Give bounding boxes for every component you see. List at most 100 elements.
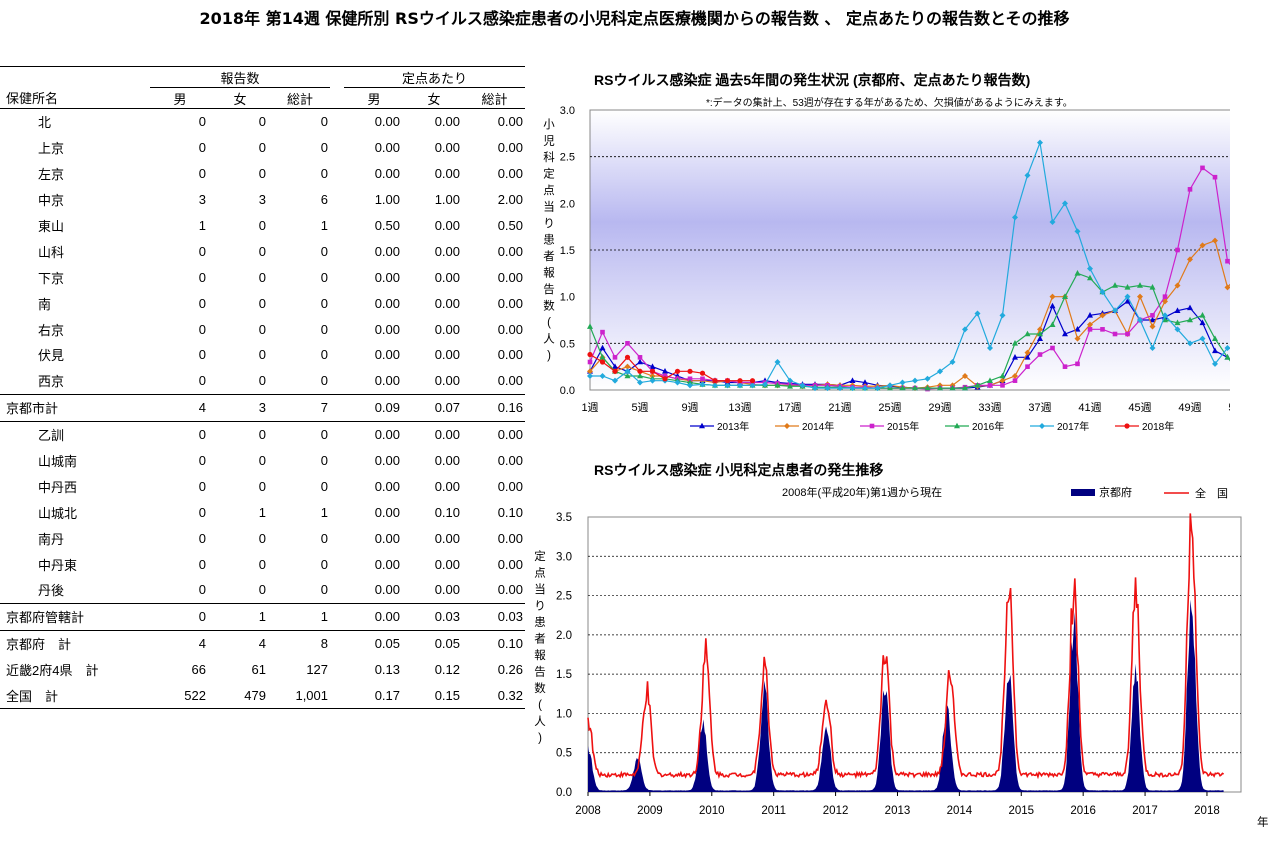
table-row: 下京 0 0 0 0.00 0.00 0.00 (0, 264, 525, 290)
chart1-point (749, 378, 756, 384)
chart2-xtick: 2016 (1070, 805, 1096, 817)
row-value: 0 (198, 321, 206, 337)
row-value: 0.00 (497, 140, 524, 156)
row-name: 西京 (38, 374, 65, 390)
chart2-xtick: 2010 (699, 805, 725, 817)
row-value: 0.15 (404, 682, 465, 710)
chart1-point (599, 373, 606, 379)
row-value: 0 (198, 373, 206, 389)
chart1-xtick: 45週 (1128, 401, 1151, 414)
chart1-point (1162, 294, 1168, 299)
chart2-ylabel-char: 者 (534, 633, 546, 646)
table-row: 中丹西 0 0 0 0.00 0.00 0.00 (0, 473, 525, 499)
row-value: 66 (191, 662, 206, 678)
row-value: 0.00 (497, 556, 524, 572)
chart1-point (912, 384, 918, 391)
chart1-point (862, 385, 868, 392)
row-value: 0.00 (374, 114, 401, 130)
chart2-ylabel-char: 当 (534, 582, 546, 596)
row-value: 0.00 (497, 243, 524, 259)
chart1-legend-marker (784, 423, 790, 429)
row-value: 0 (258, 166, 266, 182)
chart1-point (1225, 258, 1230, 264)
table-row: 近畿2府4県 計 66 61 127 0.13 0.12 0.26 (0, 657, 525, 683)
chart2-ytick: 0.0 (556, 787, 572, 799)
chart1-point (1162, 312, 1168, 319)
chart1-ylabel-char: 人 (543, 333, 555, 346)
chart1-point (974, 310, 981, 317)
row-value: 0.00 (374, 530, 401, 546)
row-value: 1.00 (434, 192, 461, 208)
row-value: 0.00 (497, 347, 524, 363)
row-value: 0 (258, 269, 266, 285)
chart1-point (637, 358, 643, 365)
row-value: 0.00 (434, 478, 461, 494)
row-name: 南 (38, 296, 52, 312)
chart2-xtick: 2012 (823, 805, 849, 817)
chart2-ylabel-char: 告 (534, 666, 546, 679)
row-value: 1.00 (374, 192, 401, 208)
chart1-point (774, 382, 781, 388)
row-value: 0.00 (374, 453, 401, 469)
row-name: 伏見 (38, 348, 65, 364)
table-row: 南丹 0 0 0 0.00 0.00 0.00 (0, 525, 525, 551)
table-row: 乙訓 0 0 0 0.00 0.00 0.00 (0, 420, 526, 448)
table-row: 京都市計 4 3 7 0.09 0.07 0.16 (0, 393, 526, 422)
chart1-point (1049, 321, 1056, 327)
chart1-point (699, 381, 706, 388)
row-value: 0 (320, 453, 329, 469)
chart1-point (949, 384, 956, 391)
chart1-point (1149, 316, 1156, 323)
chart1-point (1024, 349, 1031, 356)
row-name: 京都府 計 (0, 629, 150, 657)
row-value: 1 (258, 504, 266, 520)
row-value: 0.00 (374, 140, 401, 156)
row-value: 0.00 (434, 243, 461, 259)
chart1-point (1162, 298, 1168, 305)
chart2-xtick: 2014 (947, 805, 973, 817)
row-name: 丹後 (38, 583, 65, 599)
col-header-name: 保健所名 (0, 87, 150, 109)
chart1-point (624, 368, 631, 375)
row-value: 0.00 (374, 269, 401, 285)
chart1-point (649, 377, 656, 384)
row-value: 522 (150, 682, 210, 710)
row-value: 1,001 (270, 682, 331, 710)
chart1-point (1037, 139, 1043, 146)
chart1-point (1062, 364, 1068, 369)
row-value: 479 (210, 682, 270, 710)
row-name: 右京 (38, 322, 65, 338)
row-name: 中丹東 (38, 557, 78, 573)
table-row: 東山 1 0 1 0.50 0.00 0.50 (0, 213, 525, 239)
chart1-point (1212, 335, 1218, 341)
row-value: 0 (258, 218, 266, 233)
chart1-xtick: 13週 (728, 401, 751, 414)
chart1-point (874, 385, 881, 392)
row-value: 0 (258, 295, 266, 311)
row-value: 0.00 (497, 453, 524, 469)
chart1-point (724, 378, 731, 384)
chart1-point (612, 377, 618, 384)
chart1-xtick: 9週 (681, 401, 698, 414)
chart1-point (1074, 326, 1081, 332)
chart1-point (1087, 321, 1093, 328)
chart1-point (587, 359, 593, 365)
chart2-ytick: 2.5 (556, 591, 572, 603)
chart1-ylabel-char: 者 (543, 250, 555, 263)
page-title: 2018年 第14週 保健所別 RSウイルス感染症患者の小児科定点医療機関からの… (199, 9, 1070, 28)
chart1-legend-label: 2015年 (887, 420, 919, 433)
chart1-point (1112, 307, 1118, 314)
row-value: 0.00 (434, 269, 461, 285)
row-value: 0.00 (434, 373, 461, 389)
row-value: 0 (270, 420, 331, 448)
chart1-point (637, 368, 643, 374)
chart1-ylabel-char: 告 (543, 283, 555, 296)
chart1-point (937, 368, 943, 375)
chart1-point (687, 382, 693, 389)
row-value: 8 (270, 629, 331, 657)
row-value: 0.00 (497, 321, 524, 337)
chart1-legend-marker (954, 422, 960, 429)
chart2-ylabel-char: 点 (534, 567, 546, 580)
row-value: 1 (320, 504, 329, 520)
chart1-point (687, 376, 693, 382)
